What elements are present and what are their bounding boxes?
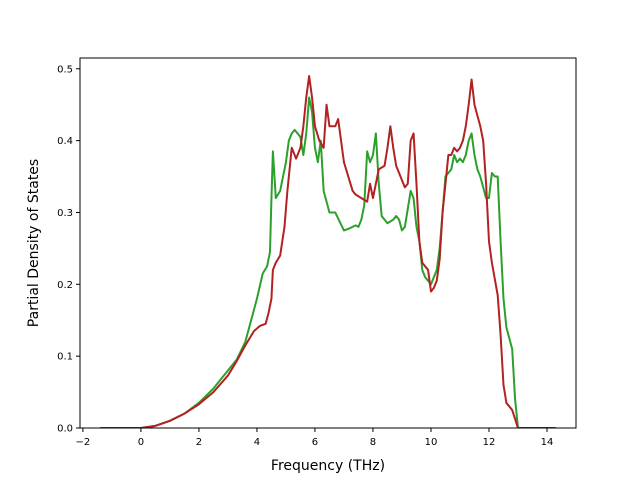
y-tick-label: 0.2 [57, 280, 73, 291]
x-tick-label: 6 [312, 437, 318, 448]
x-tick-label: 12 [483, 437, 496, 448]
series-line-1 [100, 96, 556, 428]
y-tick-label: 0.0 [57, 424, 73, 435]
y-tick-label: 0.5 [57, 64, 73, 75]
x-tick-label: 10 [425, 437, 438, 448]
y-axis-label: Partial Density of States [26, 159, 42, 327]
y-tick-label: 0.1 [57, 352, 73, 363]
x-tick-label: 0 [138, 437, 144, 448]
y-tick-label: 0.4 [57, 136, 73, 147]
x-axis-label: Frequency (THz) [271, 458, 385, 474]
x-tick-label: 2 [196, 437, 202, 448]
x-tick-label: 4 [254, 437, 260, 448]
x-tick-label: 8 [370, 437, 376, 448]
series-layer [100, 74, 556, 428]
x-tick-label: −2 [76, 437, 91, 448]
plot-frame [79, 57, 577, 429]
y-axis: 0.0 0.1 0.2 0.3 0.4 0.5 [57, 64, 80, 435]
y-tick-label: 0.3 [57, 208, 73, 219]
x-axis: −2 0 2 4 6 8 10 12 14 [76, 428, 554, 448]
x-tick-label: 14 [541, 437, 554, 448]
series-line-2 [100, 74, 556, 428]
